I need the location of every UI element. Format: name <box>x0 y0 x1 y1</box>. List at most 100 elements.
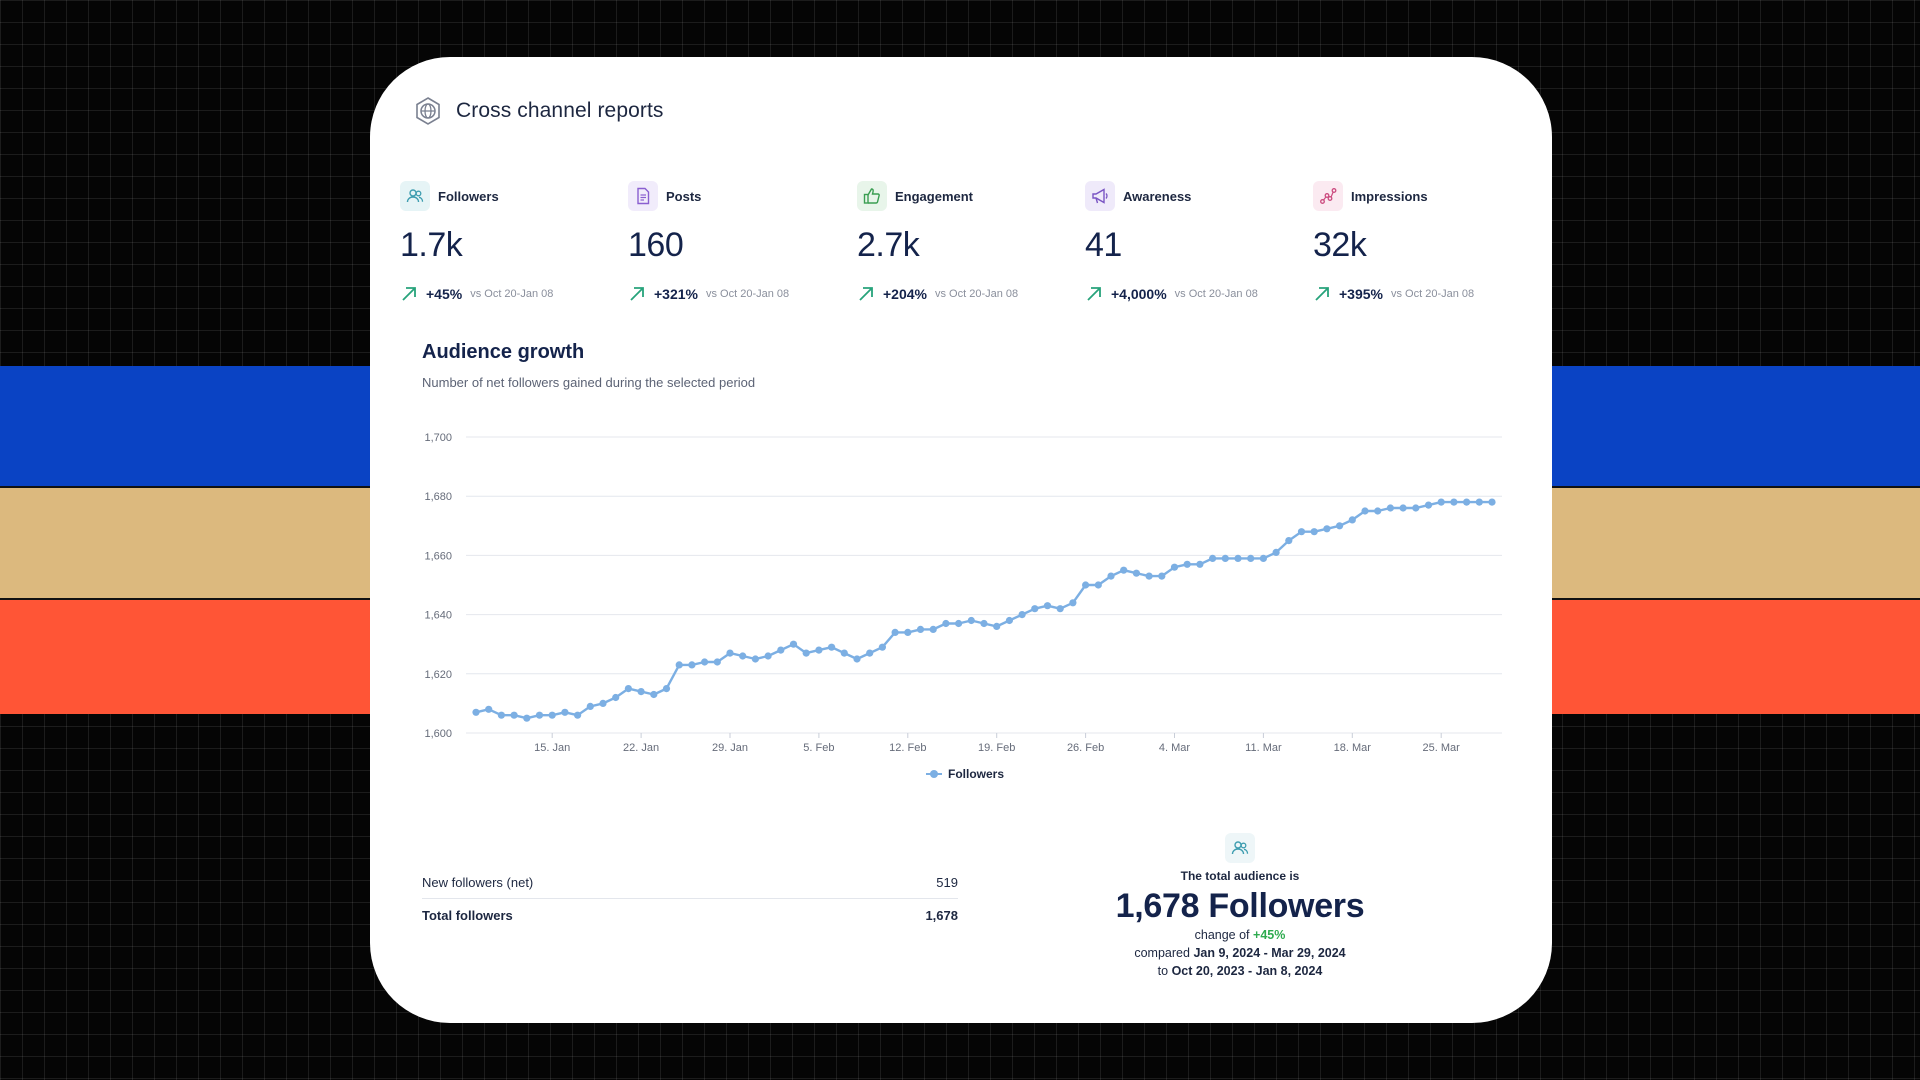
data-point <box>815 646 823 654</box>
summary-label: New followers (net) <box>422 875 534 890</box>
data-point <box>891 628 899 636</box>
data-point <box>1272 548 1280 556</box>
data-point <box>1120 566 1128 574</box>
page-title: Cross channel reports <box>456 99 664 122</box>
summary-row-new-followers: New followers (net) 519 <box>422 867 958 899</box>
audience-to-line: to Oct 20, 2023 - Jan 8, 2024 <box>1070 962 1410 980</box>
metric-compare-period: vs Oct 20-Jan 08 <box>934 288 1019 300</box>
data-point <box>548 711 556 719</box>
metric-label: Impressions <box>1351 188 1428 204</box>
data-point <box>1145 572 1153 580</box>
data-point <box>1412 504 1420 512</box>
data-point <box>777 646 785 654</box>
data-point <box>561 708 569 716</box>
data-point <box>1386 504 1394 512</box>
data-point <box>612 693 620 702</box>
data-point <box>980 619 988 628</box>
chart-legend[interactable]: Followers <box>926 767 1004 781</box>
data-point <box>1348 516 1356 524</box>
metric-change: +321% <box>654 286 698 302</box>
trend-up-arrow-icon <box>400 285 418 303</box>
document-icon <box>628 181 658 211</box>
data-point <box>713 658 721 666</box>
metric-posts[interactable]: Posts 160 +321% vs Oct 20-Jan 08 <box>628 181 848 303</box>
data-point <box>701 658 709 666</box>
data-point <box>1450 498 1458 506</box>
trend-up-arrow-icon <box>628 285 646 303</box>
total-audience-panel: The total audience is 1,678 Followers ch… <box>1070 833 1410 980</box>
data-point <box>1094 581 1102 589</box>
data-point <box>510 711 518 719</box>
data-point <box>1183 560 1191 568</box>
data-point <box>878 643 886 651</box>
summary-value: 1,678 <box>925 907 958 923</box>
audience-intro: The total audience is <box>1180 869 1300 883</box>
audience-compared-prefix: compared <box>1134 946 1190 960</box>
metric-awareness[interactable]: Awareness 41 +4,000% vs Oct 20-Jan 08 <box>1085 181 1305 303</box>
data-point <box>1209 554 1217 562</box>
data-point <box>650 690 658 699</box>
metric-label: Engagement <box>895 188 974 204</box>
data-point <box>497 711 505 719</box>
metric-impressions[interactable]: Impressions 32k +395% vs Oct 20-Jan 08 <box>1313 181 1533 303</box>
data-point <box>1005 616 1014 625</box>
x-tick-label: 19. Feb <box>978 742 1015 754</box>
metric-compare-period: vs Oct 20-Jan 08 <box>1174 288 1258 300</box>
trend-icon <box>1313 181 1343 211</box>
audience-growth-subtitle: Number of net followers gained during th… <box>422 375 756 390</box>
users-icon <box>400 181 430 211</box>
thumbs-up-icon <box>857 181 887 211</box>
data-point <box>802 649 810 657</box>
data-point <box>574 711 582 719</box>
data-point <box>1247 554 1255 562</box>
x-tick-label: 25. Mar <box>1423 742 1461 754</box>
metric-value: 32k <box>1313 226 1367 264</box>
x-tick-label: 5. Feb <box>803 742 834 754</box>
summary-table: New followers (net) 519 Total followers … <box>422 867 958 931</box>
y-tick-label: 1,640 <box>424 610 452 622</box>
data-point <box>942 619 950 628</box>
data-point <box>726 649 734 657</box>
data-point <box>840 649 848 657</box>
audience-growth-chart[interactable]: 1,600 1,620 1,640 1,660 1,680 1,700 15. Jan 22.… <box>410 407 1530 807</box>
y-tick-label: 1,620 <box>424 669 452 681</box>
data-point <box>1069 599 1077 607</box>
data-point <box>1285 537 1293 545</box>
data-point <box>929 625 937 633</box>
x-tick-label: 29. Jan <box>712 742 748 754</box>
metric-compare-period: vs Oct 20-Jan 08 <box>705 288 790 300</box>
data-point <box>967 616 975 625</box>
metric-change: +45% <box>426 286 463 302</box>
metric-label: Followers <box>438 188 499 204</box>
data-point <box>789 640 798 648</box>
x-tick-label: 12. Feb <box>889 742 926 754</box>
data-point <box>688 661 696 669</box>
metric-followers[interactable]: Followers 1.7k +45% vs Oct 20-Jan 08 <box>400 181 620 303</box>
trend-up-arrow-icon <box>857 285 875 303</box>
data-point <box>1043 602 1052 610</box>
data-point <box>1488 498 1496 506</box>
metric-change: +395% <box>1339 286 1383 302</box>
data-point <box>1158 572 1166 580</box>
data-point <box>1082 581 1090 589</box>
y-tick-label: 1,660 <box>424 550 452 562</box>
metric-engagement[interactable]: Engagement 2.7k +204% vs Oct 20-Jan 08 <box>857 181 1077 303</box>
metric-value: 41 <box>1085 226 1122 264</box>
data-point <box>916 625 925 633</box>
metric-label: Posts <box>666 188 702 204</box>
x-tick-label: 11. Mar <box>1245 742 1282 754</box>
data-point <box>1475 498 1483 506</box>
data-point <box>1018 611 1026 619</box>
data-point <box>1107 572 1115 580</box>
summary-value: 519 <box>936 875 958 890</box>
data-point <box>586 702 594 710</box>
data-point <box>1234 554 1242 562</box>
data-point <box>535 711 544 719</box>
metric-change: +4,000% <box>1111 286 1167 302</box>
legend-label-followers: Followers <box>948 767 1005 781</box>
data-point <box>751 655 759 663</box>
metric-value: 160 <box>628 226 684 264</box>
trend-up-arrow-icon <box>1313 285 1331 303</box>
data-point <box>993 622 1001 630</box>
data-point <box>1196 560 1204 568</box>
